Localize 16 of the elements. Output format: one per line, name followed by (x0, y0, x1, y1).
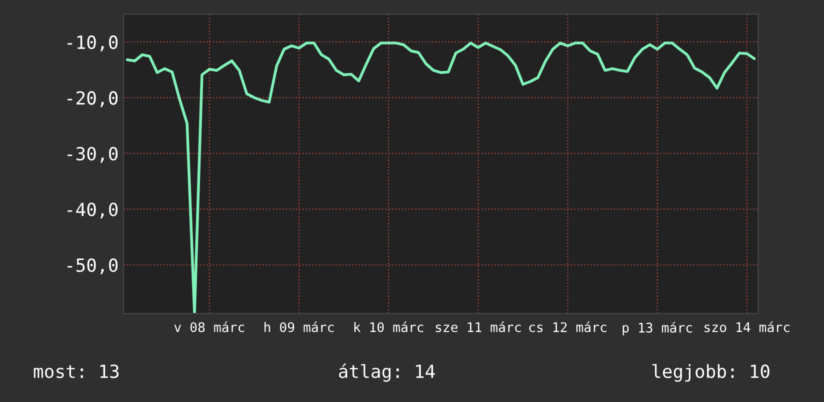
x-tick-label: k 10 márc (354, 321, 424, 332)
line-series (126, 42, 756, 314)
x-tick-label: p 13 márc (622, 322, 692, 336)
y-tick-label: -20,0 (68, 91, 118, 108)
y-tick-label: -30,0 (68, 146, 118, 163)
x-tick-label: szo 14 márc (704, 321, 790, 332)
x-tick-label: h 09 márc (264, 321, 334, 332)
x-tick-label: sze 11 márc (436, 321, 521, 332)
text: most: 13 (34, 364, 119, 378)
text: legjobb: 10 (652, 364, 770, 382)
x-tick-label: v 08 márc (174, 321, 244, 332)
y-tick-label: -40,0 (68, 202, 118, 219)
x-tick-label: cs 12 márc (529, 321, 606, 332)
y-tick-label: -10,0 (68, 35, 118, 52)
text: átlag: 14 (339, 363, 435, 382)
y-tick-label: -50,0 (68, 258, 118, 274)
